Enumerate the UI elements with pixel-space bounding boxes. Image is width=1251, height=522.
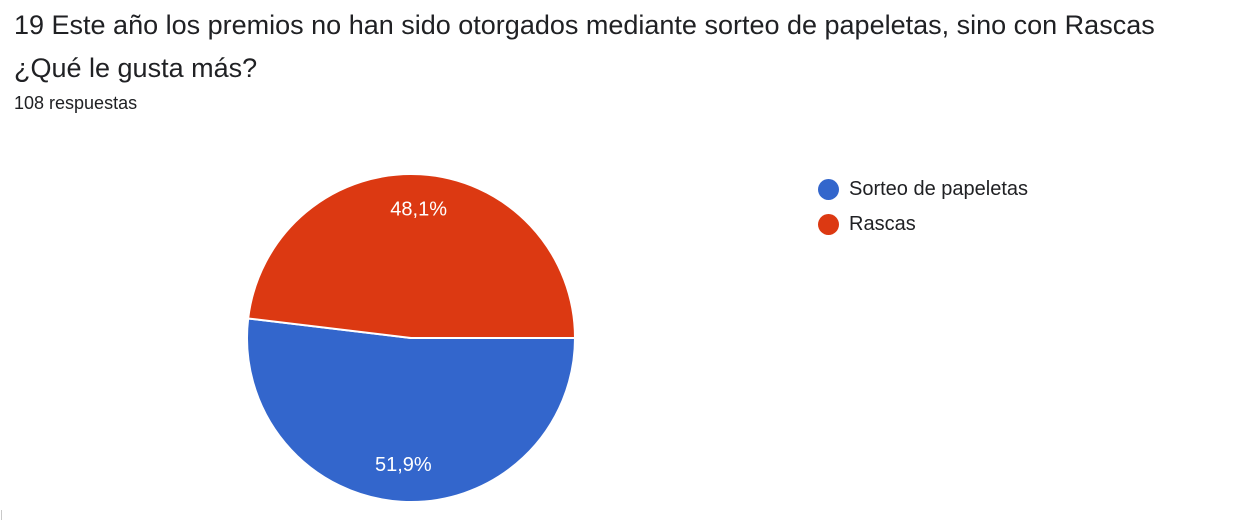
question-title-line-1: 19 Este año los premios no han sido otor… [14, 10, 1155, 40]
legend-item-sorteo[interactable]: Sorteo de papeletas [818, 172, 1028, 207]
legend: Sorteo de papeletas Rascas [818, 172, 1028, 242]
response-count: 108 respuestas [14, 93, 138, 113]
question-title: 19 Este año los premios no han sido otor… [14, 4, 1244, 90]
corner-divider [1, 510, 2, 520]
pie-label-sorteo: 51,9% [375, 454, 432, 476]
legend-swatch-sorteo [818, 179, 839, 200]
legend-swatch-rascas [818, 214, 839, 235]
pie-slice-sorteo[interactable] [246, 317, 576, 503]
legend-item-rascas[interactable]: Rascas [818, 207, 1028, 242]
pie-slice-rascas[interactable] [247, 173, 576, 339]
legend-label-rascas: Rascas [849, 213, 916, 235]
legend-label-sorteo: Sorteo de papeletas [849, 178, 1029, 200]
pie-label-rascas: 48,1% [390, 199, 447, 221]
question-title-line-2: ¿Qué le gusta más? [14, 53, 258, 83]
